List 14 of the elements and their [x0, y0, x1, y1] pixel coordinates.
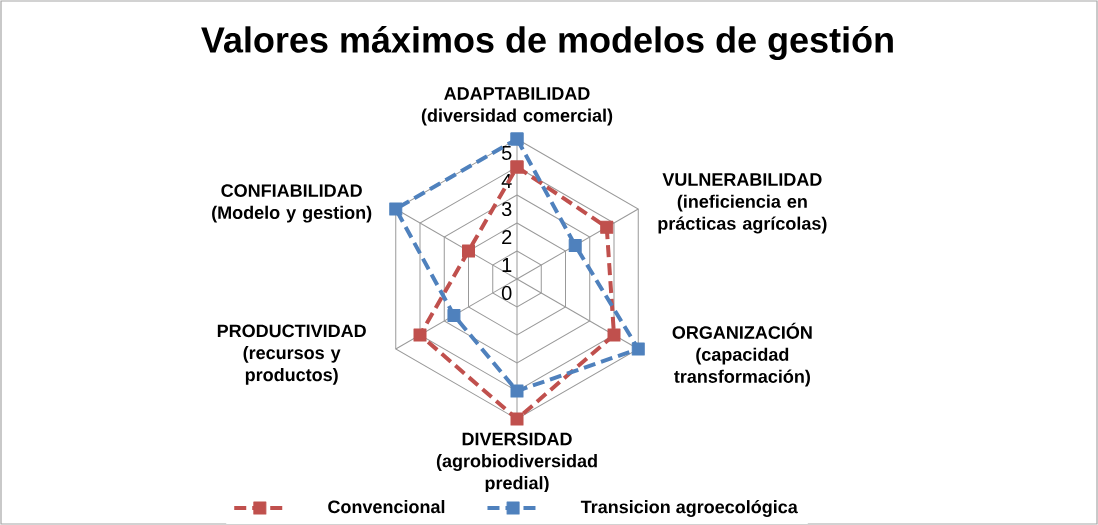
spoke-label: DIVERSIDAD (agrobiodiversidad predial) [436, 432, 597, 493]
y-tick-label: 5 [501, 146, 512, 160]
spoke-label: CONFIABILIDAD (Modelo y gestion) [212, 184, 372, 223]
chart-title: Valores máximos de modelos de gestión [201, 25, 893, 60]
y-tick-label: 0 [501, 285, 512, 301]
y-tick-label: 2 [502, 230, 512, 244]
spoke-label: VULNERABILIDAD (ineficiencia en prácticas agrícolas) [658, 173, 827, 234]
spoke-label: ADAPTABILIDAD (diversidad comercial) [421, 87, 613, 126]
legend-label: Transicion agroecológica [580, 499, 798, 517]
y-tick-label: 1 [502, 258, 512, 272]
y-tick-label: 3 [501, 201, 512, 217]
spoke-label: PRODUCTIVIDAD (recursos y productos) [217, 324, 366, 385]
spoke-label: ORGANIZACIÓN (capacidad transformación) [672, 322, 812, 387]
legend-label: Convencional [328, 499, 445, 514]
